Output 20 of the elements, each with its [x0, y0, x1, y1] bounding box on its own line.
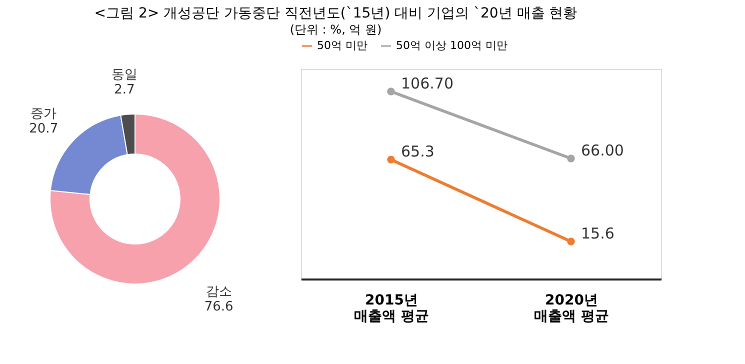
slice-label: 감소 [206, 284, 232, 300]
data-label: 66.00 [581, 142, 624, 160]
x-tick-label: 2020년 매출액 평균 [534, 292, 609, 324]
point [387, 156, 395, 164]
data-label: 65.3 [401, 142, 434, 161]
data-label: 2.7 [114, 82, 135, 98]
text: (단위 : %, 억 원) [290, 22, 382, 36]
legend-label: 50억 이상 100억 미만 [396, 39, 508, 52]
data-label: 106.70 [401, 74, 454, 92]
point [567, 238, 575, 246]
x-tick-label: 2015년 매출액 평균 [354, 292, 429, 324]
text: <그림 2> 개성공단 가동중단 직전년도(`15년) 대비 기업의 `20년 매출 현황 [94, 6, 578, 22]
data-label: 15.6 [581, 224, 614, 242]
legend-label: 50억 미만 [317, 39, 368, 52]
slice-label: 증가 [30, 106, 57, 122]
point [387, 88, 395, 96]
data-label: 20.7 [29, 122, 58, 137]
slice-label: 동일 [111, 67, 138, 82]
data-label: 76.6 [204, 300, 234, 315]
point [567, 154, 575, 162]
